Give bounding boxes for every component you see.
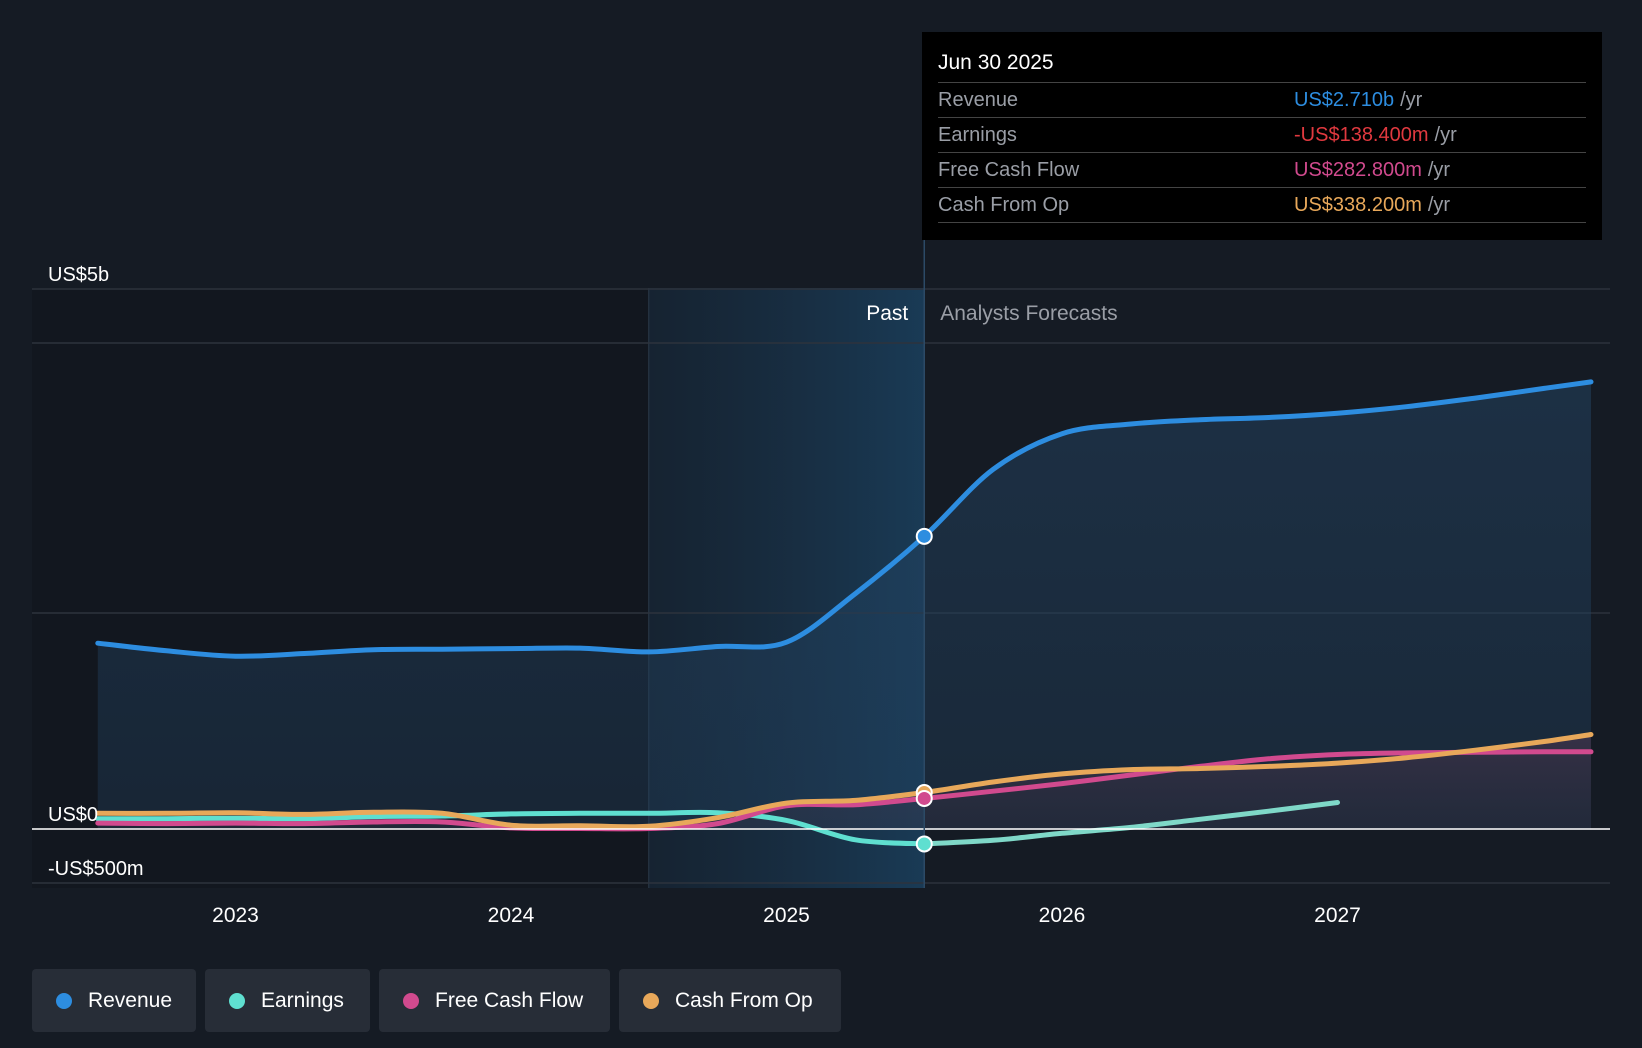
tooltip-value: US$338.200m — [1294, 194, 1422, 216]
chart-svg: US$5b US$0 -US$500m 2023 2024 2025 2026 2027 Pas… — [32, 240, 1610, 927]
legend: Revenue Earnings Free Cash Flow Cash Fro… — [32, 969, 841, 1032]
tooltip-row-earnings: Earnings -US$138.400m /yr — [938, 118, 1586, 153]
earnings-line — [95, 809, 927, 847]
legend-label: Earnings — [261, 988, 344, 1012]
tooltip-label: Earnings — [938, 124, 1017, 146]
legend-label: Free Cash Flow — [435, 988, 584, 1012]
legend-item-earnings[interactable]: Earnings — [205, 969, 370, 1032]
cash-from-op-area — [97, 734, 1591, 829]
x-tick-label: 2025 — [763, 904, 810, 927]
legend-label: Cash From Op — [675, 988, 813, 1012]
revenue-marker — [915, 527, 933, 545]
legend-dot-icon — [403, 992, 419, 1009]
legend-dot-icon — [56, 992, 72, 1009]
tooltip-label: Cash From Op — [938, 194, 1070, 216]
legend-item-revenue[interactable]: Revenue — [32, 969, 196, 1032]
legend-item-free-cash-flow[interactable]: Free Cash Flow — [379, 969, 610, 1032]
tooltip-unit: /yr — [1427, 194, 1451, 216]
earnings-forecast-line — [921, 800, 1340, 847]
tooltip-unit: /yr — [1400, 89, 1423, 111]
y-tick-label: US$0 — [48, 804, 98, 826]
tooltip-row-revenue: Revenue US$2.710b /yr — [938, 83, 1586, 118]
y-tick-label: US$5b — [48, 264, 109, 286]
tooltip: Jun 30 2025 Revenue US$2.710b /yr Earnin… — [922, 32, 1602, 240]
y-tick-label: -US$500m — [48, 858, 144, 880]
tooltip-value: US$2.710b — [1294, 89, 1395, 111]
tooltip-unit: /yr — [1434, 124, 1457, 146]
x-tick-label: 2027 — [1314, 904, 1361, 927]
earnings-marker — [915, 835, 933, 853]
revenue-line — [95, 379, 1594, 659]
free-cash-flow-line — [95, 749, 1594, 832]
cash-from-op-line — [95, 732, 1594, 830]
tooltip-label: Revenue — [938, 89, 1019, 111]
tooltip-value: US$282.800m — [1294, 159, 1422, 181]
tooltip-date: Jun 30 2025 — [938, 46, 1586, 83]
tooltip-row-free-cash-flow: Free Cash Flow US$282.800m /yr — [938, 153, 1586, 188]
tooltip-row-cash-from-op: Cash From Op US$338.200m /yr — [938, 188, 1586, 223]
forecast-label: Analysts Forecasts — [940, 302, 1117, 325]
past-label: Past — [866, 302, 908, 325]
x-tick-label: 2026 — [1039, 904, 1086, 927]
x-tick-label: 2024 — [488, 904, 535, 927]
free-cash-flow-marker — [915, 789, 933, 807]
tooltip-label: Free Cash Flow — [938, 159, 1080, 181]
tooltip-unit: /yr — [1427, 159, 1451, 181]
tooltip-value: -US$138.400m — [1294, 124, 1429, 146]
x-tick-label: 2023 — [212, 904, 259, 927]
legend-dot-icon — [229, 992, 245, 1009]
legend-dot-icon — [643, 992, 659, 1009]
legend-item-cash-from-op[interactable]: Cash From Op — [619, 969, 841, 1032]
legend-label: Revenue — [87, 988, 172, 1012]
